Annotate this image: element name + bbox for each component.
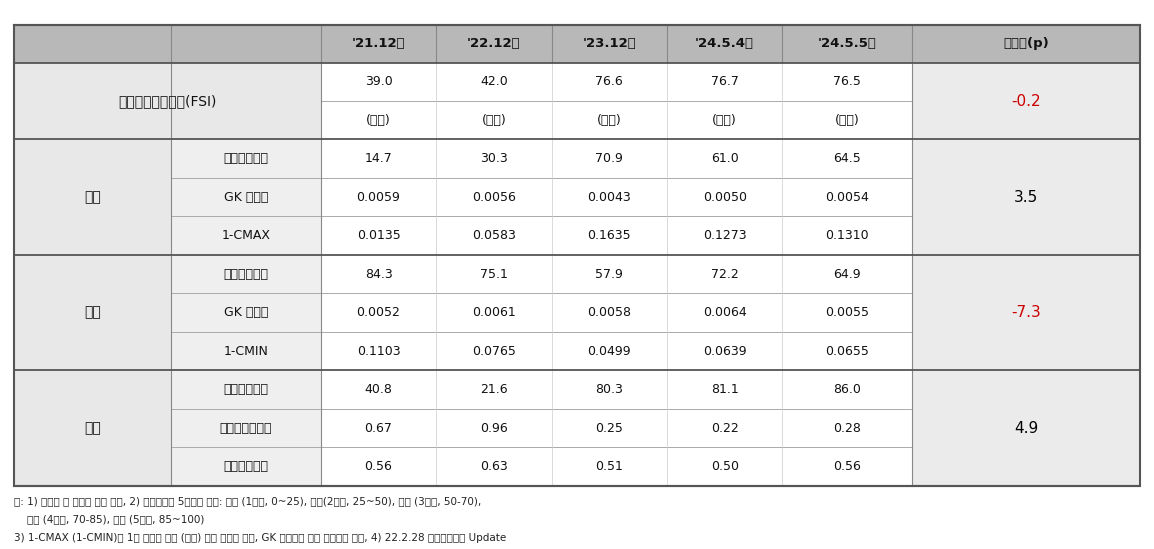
Text: 70.9: 70.9	[595, 152, 623, 165]
Text: 채권시장지수: 채권시장지수	[224, 383, 268, 396]
Bar	[171, 332, 321, 371]
Text: 0.0061: 0.0061	[472, 306, 516, 319]
Bar	[14, 25, 1140, 63]
Text: 61.0: 61.0	[711, 152, 739, 165]
Text: 40.8: 40.8	[365, 383, 392, 396]
Bar	[171, 178, 321, 216]
Text: (경계): (경계)	[712, 114, 737, 127]
Text: (관심): (관심)	[366, 114, 391, 127]
Text: 금융스트레스지수(FSI): 금융스트레스지수(FSI)	[118, 94, 217, 108]
Text: -0.2: -0.2	[1011, 93, 1041, 109]
Text: '24.5.5주: '24.5.5주	[817, 37, 877, 50]
Text: 0.67: 0.67	[365, 422, 392, 435]
Bar	[14, 255, 171, 371]
Text: 주식: 주식	[84, 190, 100, 204]
Text: 21.6: 21.6	[480, 383, 508, 396]
Text: 0.0043: 0.0043	[587, 191, 631, 204]
Text: 0.1103: 0.1103	[357, 345, 400, 357]
Text: 3) 1-CMAX (1-CMIN)은 1년 동안의 고점 (저점) 대비 변동성 의미, GK 변동성은 일간 변동성을 의미, 4) 22.2.28 채권시: 3) 1-CMAX (1-CMIN)은 1년 동안의 고점 (저점) 대비 변동…	[14, 533, 507, 543]
Text: 0.0765: 0.0765	[472, 345, 516, 357]
Text: 전주비(p): 전주비(p)	[1003, 37, 1049, 50]
Bar	[171, 216, 321, 255]
Text: -7.3: -7.3	[1011, 305, 1041, 320]
Bar	[171, 293, 321, 332]
Text: 주: 1) 지수는 각 주간의 평균 수치, 2) 경보단계는 5단계로 구성: 정상 (1단계, 0~25), 관심(2단계, 25~50), 주의 (3단계: 주: 1) 지수는 각 주간의 평균 수치, 2) 경보단계는 5단계로 구성:…	[14, 496, 481, 506]
Text: 64.5: 64.5	[833, 152, 861, 165]
Text: 0.0499: 0.0499	[587, 345, 631, 357]
Text: 0.1635: 0.1635	[587, 229, 631, 242]
Text: (관심): (관심)	[481, 114, 507, 127]
Text: 75.1: 75.1	[480, 268, 508, 281]
Text: 0.96: 0.96	[480, 422, 508, 435]
Text: 14.7: 14.7	[365, 152, 392, 165]
Bar	[171, 409, 321, 447]
Text: 72.2: 72.2	[711, 268, 739, 281]
Text: 76.6: 76.6	[595, 75, 623, 88]
Text: 42.0: 42.0	[480, 75, 508, 88]
Text: 0.22: 0.22	[711, 422, 739, 435]
Bar	[14, 371, 171, 486]
Text: (경계): (경계)	[597, 114, 622, 127]
Text: 0.0135: 0.0135	[357, 229, 400, 242]
Text: 장단기스프레드: 장단기스프레드	[219, 422, 272, 435]
Bar	[171, 371, 321, 409]
Text: 76.5: 76.5	[833, 75, 861, 88]
Text: 0.0056: 0.0056	[472, 191, 516, 204]
Text: 64.9: 64.9	[833, 268, 861, 281]
Text: '22.12월: '22.12월	[467, 37, 520, 50]
Bar	[171, 255, 321, 293]
Text: 0.0059: 0.0059	[357, 191, 400, 204]
Bar	[171, 139, 321, 178]
Text: 외환: 외환	[84, 306, 100, 320]
Text: 0.0655: 0.0655	[825, 345, 869, 357]
Bar	[14, 63, 171, 139]
Text: 84.3: 84.3	[365, 268, 392, 281]
Bar	[14, 25, 1140, 486]
Bar	[14, 139, 171, 255]
Text: 0.56: 0.56	[365, 460, 392, 473]
Text: 1-CMIN: 1-CMIN	[224, 345, 268, 357]
Text: 0.0054: 0.0054	[825, 191, 869, 204]
Text: 0.0055: 0.0055	[825, 306, 869, 319]
Text: 0.51: 0.51	[595, 460, 623, 473]
Text: '23.12월: '23.12월	[583, 37, 636, 50]
Bar	[14, 63, 321, 139]
Bar	[912, 63, 1140, 486]
Text: 30.3: 30.3	[480, 152, 508, 165]
Text: 0.0064: 0.0064	[703, 306, 747, 319]
Text: 4.9: 4.9	[1013, 421, 1039, 436]
Text: '21.12월: '21.12월	[352, 37, 405, 50]
Text: GK 변동성: GK 변동성	[224, 306, 268, 319]
Text: 39.0: 39.0	[365, 75, 392, 88]
Text: 0.28: 0.28	[833, 422, 861, 435]
Text: 0.1273: 0.1273	[703, 229, 747, 242]
Text: 3.5: 3.5	[1013, 190, 1039, 205]
Bar	[171, 447, 321, 486]
Text: 경계 (4단계, 70-85), 심각 (5단계, 85~100): 경계 (4단계, 70-85), 심각 (5단계, 85~100)	[14, 514, 204, 524]
Text: 0.63: 0.63	[480, 460, 508, 473]
Text: 80.3: 80.3	[595, 383, 623, 396]
Text: GK 변동성: GK 변동성	[224, 191, 268, 204]
Text: 1-CMAX: 1-CMAX	[222, 229, 270, 242]
Text: 주식시장지수: 주식시장지수	[224, 152, 268, 165]
Text: 외환시장지수: 외환시장지수	[224, 268, 268, 281]
Text: (경계): (경계)	[834, 114, 860, 127]
Text: 채권: 채권	[84, 421, 100, 435]
Text: 0.0583: 0.0583	[472, 229, 516, 242]
Text: 0.0639: 0.0639	[703, 345, 747, 357]
Text: 76.7: 76.7	[711, 75, 739, 88]
Text: 0.0052: 0.0052	[357, 306, 400, 319]
Text: 86.0: 86.0	[833, 383, 861, 396]
Text: 57.9: 57.9	[595, 268, 623, 281]
Text: 0.56: 0.56	[833, 460, 861, 473]
Text: '24.5.4주: '24.5.4주	[695, 37, 755, 50]
Text: 81.1: 81.1	[711, 383, 739, 396]
Text: 0.1310: 0.1310	[825, 229, 869, 242]
Bar	[14, 25, 1140, 486]
Text: 신용스프레드: 신용스프레드	[224, 460, 268, 473]
Text: 0.0050: 0.0050	[703, 191, 747, 204]
Text: 0.0058: 0.0058	[587, 306, 631, 319]
Text: 0.50: 0.50	[711, 460, 739, 473]
Text: 0.25: 0.25	[595, 422, 623, 435]
